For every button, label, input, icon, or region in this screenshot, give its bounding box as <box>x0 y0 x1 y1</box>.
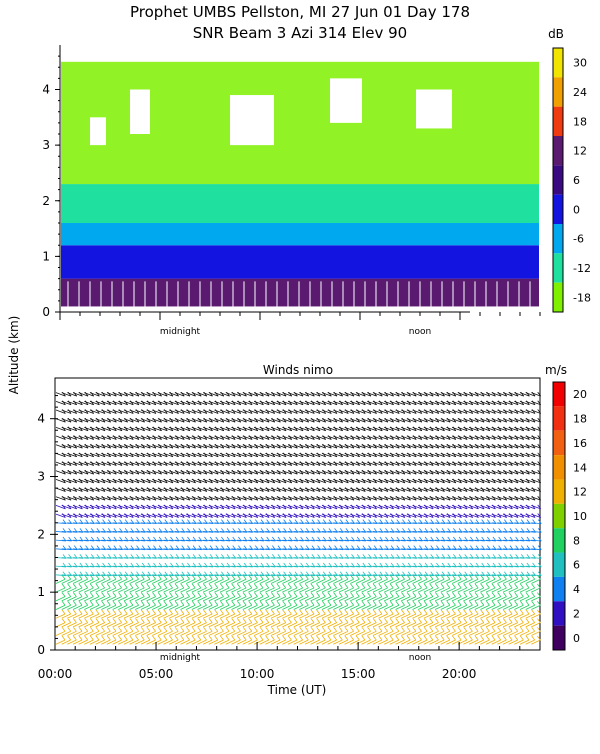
snr-colorbar-label: -18 <box>573 291 591 304</box>
snr-data-gap <box>90 117 106 145</box>
snr-layer-1 <box>61 245 539 278</box>
snr-y-tick-label: 0 <box>42 305 50 319</box>
snr-colorbar-label: 6 <box>573 174 580 187</box>
snr-y-tick-label: 2 <box>42 194 50 208</box>
snr-y-tick-label: 4 <box>42 83 50 97</box>
figure-title-line2: SNR Beam 3 Azi 314 Elev 90 <box>193 24 407 42</box>
snr-colorbar-swatch <box>553 48 563 77</box>
snr-layer-0 <box>61 279 539 307</box>
snr-data-gap <box>130 90 150 135</box>
snr-colorbar-swatch <box>553 253 563 282</box>
snr-colorbar-label: 30 <box>573 57 587 70</box>
snr-data-gap <box>416 90 452 129</box>
snr-colorbar-label: -6 <box>573 233 584 246</box>
snr-colorbar-swatch <box>553 195 563 224</box>
snr-colorbar-label: 0 <box>573 203 580 216</box>
snr-data-gap <box>230 95 274 145</box>
snr-colorbar-label: 24 <box>573 86 587 99</box>
snr-no-data-top <box>61 45 539 62</box>
snr-colorbar-label: 18 <box>573 115 587 128</box>
snr-colorbar: 30 24 18 12 6 0 -6 -12 -18 <box>553 48 591 312</box>
snr-y-tick-label: 1 <box>42 249 50 263</box>
snr-y-tick-label: 3 <box>42 138 50 152</box>
snr-layer-2 <box>61 223 539 245</box>
snr-heatmap <box>61 45 539 306</box>
snr-colorbar-unit: dB <box>548 27 564 41</box>
shared-ylabel: Altitude (km) <box>7 316 21 395</box>
snr-colorbar-label: -12 <box>573 262 591 275</box>
snr-colorbar-swatch <box>553 283 563 312</box>
snr-colorbar-swatch <box>553 165 563 194</box>
snr-layer-3 <box>61 184 539 223</box>
snr-data-gap <box>330 78 362 123</box>
snr-colorbar-swatch <box>553 107 563 136</box>
winds-plot-area <box>55 378 540 650</box>
snr-colorbar-label: 12 <box>573 145 587 158</box>
snr-colorbar-swatch <box>553 77 563 106</box>
snr-colorbar-swatch <box>553 136 563 165</box>
snr-midnight-label: midnight <box>160 327 201 337</box>
snr-colorbar-swatch <box>553 224 563 253</box>
figure-title-line1: Prophet UMBS Pellston, MI 27 Jun 01 Day … <box>130 3 470 21</box>
snr-noon-label: noon <box>409 327 431 337</box>
